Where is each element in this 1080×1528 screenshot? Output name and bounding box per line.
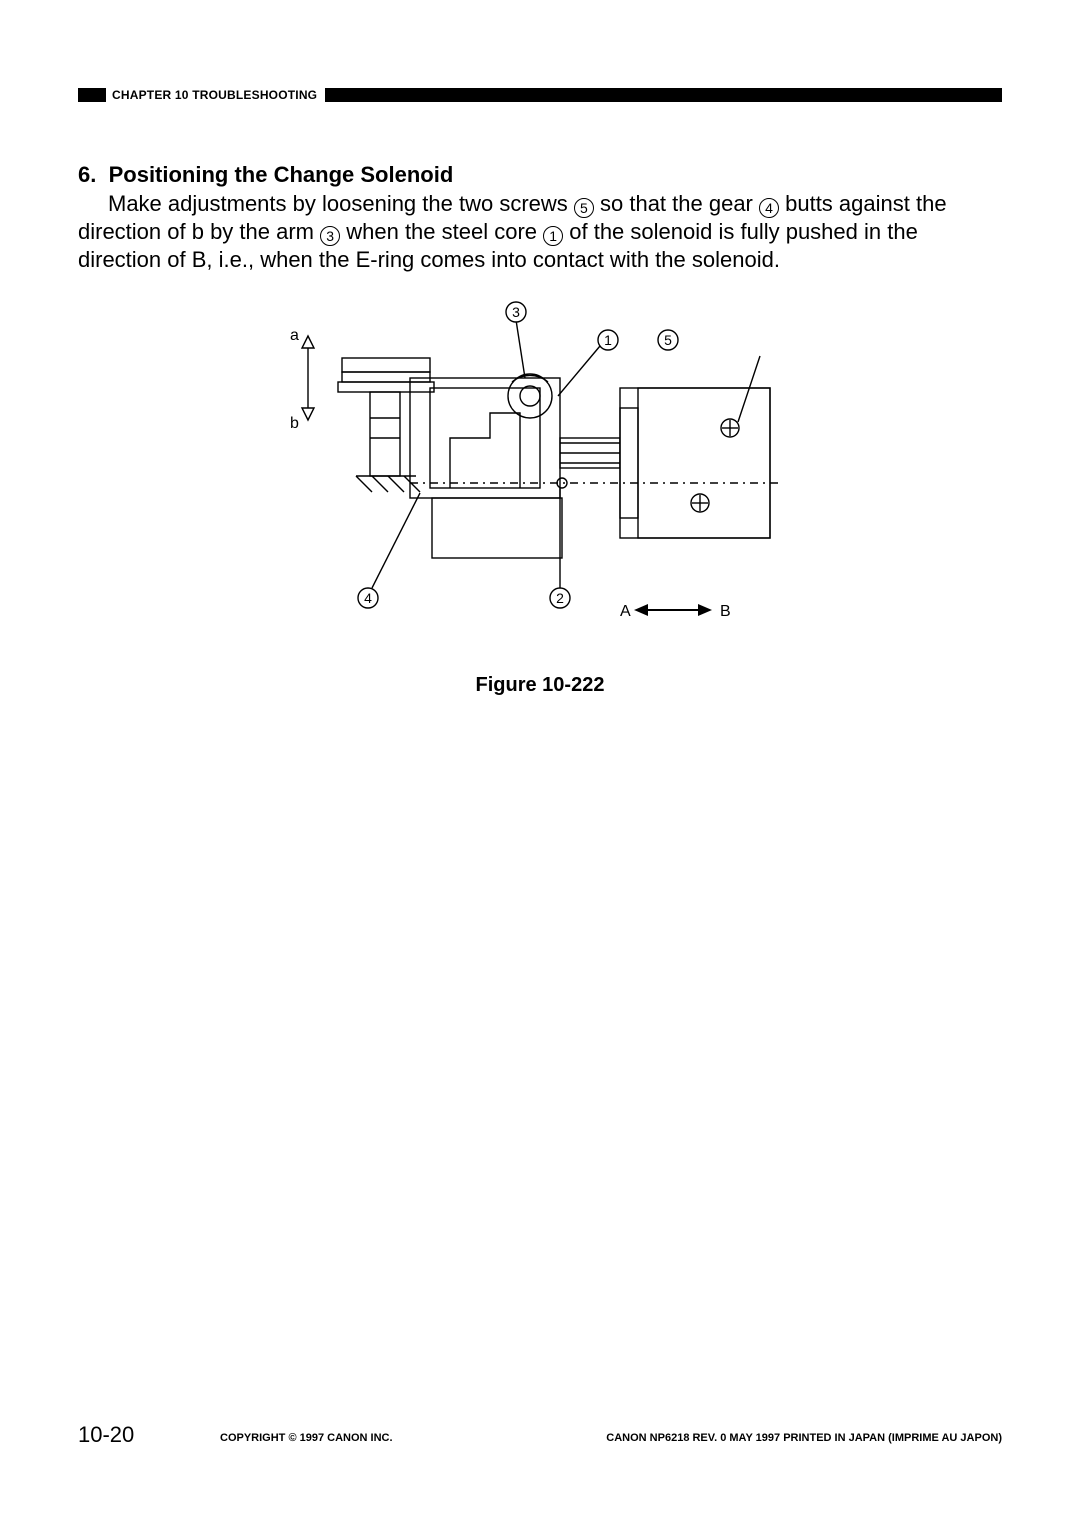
callout-1: 1: [604, 332, 612, 348]
chapter-label: CHAPTER 10 TROUBLESHOOTING: [112, 88, 317, 102]
label-b: b: [290, 415, 299, 432]
callout-4-inline: 4: [759, 198, 779, 218]
screw-2: [691, 494, 709, 512]
screw-1: [721, 419, 739, 437]
header-bar: CHAPTER 10 TROUBLESHOOTING: [78, 88, 1002, 102]
callout-5: 5: [664, 332, 672, 348]
page-content: 6. Positioning the Change Solenoid Make …: [78, 162, 1002, 697]
section-title: Positioning the Change Solenoid: [109, 162, 454, 187]
callout-4: 4: [364, 590, 372, 606]
header-label-box: CHAPTER 10 TROUBLESHOOTING: [106, 88, 325, 102]
body-p1: so that the gear: [594, 191, 759, 216]
figure-wrap: a b: [78, 288, 1002, 697]
label-A: A: [620, 603, 631, 620]
label-B: B: [720, 603, 731, 620]
body-p3: when the steel core: [340, 219, 543, 244]
figure-diagram: a b: [260, 288, 820, 668]
section-number: 6.: [78, 162, 96, 187]
label-a: a: [290, 327, 299, 344]
callout-1-inline: 1: [543, 226, 563, 246]
body-p0: Make adjustments by loosening the two sc…: [108, 191, 574, 216]
section-heading: 6. Positioning the Change Solenoid: [78, 162, 1002, 188]
callout-5-inline: 5: [574, 198, 594, 218]
callout-3-inline: 3: [320, 226, 340, 246]
footer-revision: CANON NP6218 REV. 0 MAY 1997 PRINTED IN …: [606, 1432, 1002, 1444]
section-body: Make adjustments by loosening the two sc…: [78, 190, 1002, 274]
footer-copyright: COPYRIGHT © 1997 CANON INC.: [220, 1432, 393, 1444]
callout-2: 2: [556, 590, 564, 606]
figure-caption: Figure 10-222: [78, 674, 1002, 697]
callout-3: 3: [512, 304, 520, 320]
page-number: 10-20: [78, 1422, 134, 1448]
